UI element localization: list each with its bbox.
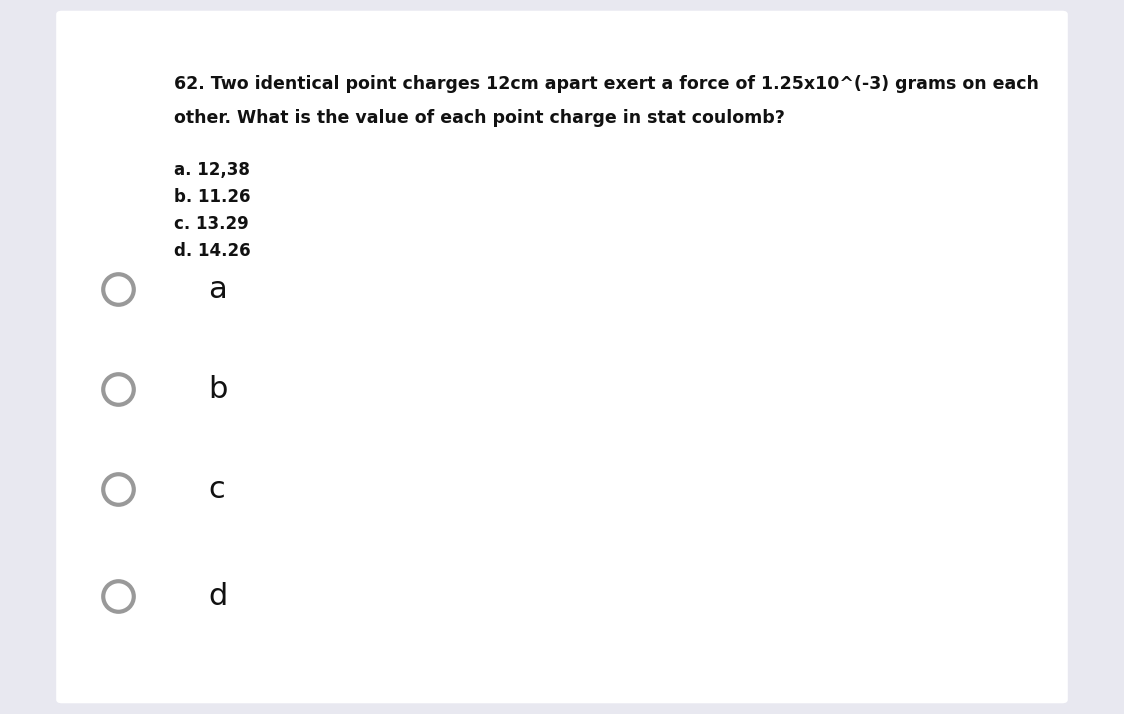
Text: c: c — [208, 475, 225, 503]
Text: d: d — [208, 582, 227, 610]
Text: a. 12,38: a. 12,38 — [174, 161, 251, 178]
Text: c. 13.29: c. 13.29 — [174, 215, 250, 233]
Text: d. 14.26: d. 14.26 — [174, 242, 251, 260]
Text: other. What is the value of each point charge in stat coulomb?: other. What is the value of each point c… — [174, 109, 785, 126]
Text: b. 11.26: b. 11.26 — [174, 188, 251, 206]
Text: 62. Two identical point charges 12cm apart exert a force of 1.25x10^(-3) grams o: 62. Two identical point charges 12cm apa… — [174, 75, 1039, 93]
Text: a: a — [208, 275, 227, 303]
Text: b: b — [208, 375, 227, 403]
